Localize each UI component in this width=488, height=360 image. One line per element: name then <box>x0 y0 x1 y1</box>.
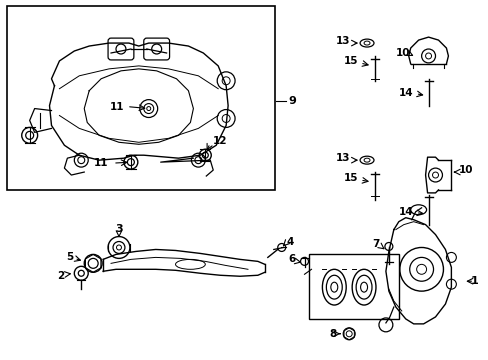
Text: 15: 15 <box>343 56 357 66</box>
Text: 9: 9 <box>288 96 296 105</box>
Text: 14: 14 <box>398 88 413 98</box>
Text: 15: 15 <box>343 173 357 183</box>
Text: 1: 1 <box>469 276 477 286</box>
Text: 7: 7 <box>372 239 379 248</box>
Text: 3: 3 <box>115 224 122 234</box>
Text: 5: 5 <box>66 252 73 262</box>
Text: 14: 14 <box>398 207 413 217</box>
Text: 12: 12 <box>213 136 227 146</box>
Text: 13: 13 <box>335 36 349 46</box>
Text: 8: 8 <box>328 329 336 339</box>
Text: 6: 6 <box>288 255 295 264</box>
Text: 10: 10 <box>457 165 472 175</box>
Text: 4: 4 <box>286 237 293 247</box>
Bar <box>7 6 274 190</box>
Text: 10: 10 <box>395 48 410 58</box>
Text: 11: 11 <box>109 102 123 112</box>
Text: 2: 2 <box>57 271 64 281</box>
Text: 13: 13 <box>335 153 349 163</box>
Text: 11: 11 <box>93 158 108 168</box>
Bar <box>309 255 398 319</box>
